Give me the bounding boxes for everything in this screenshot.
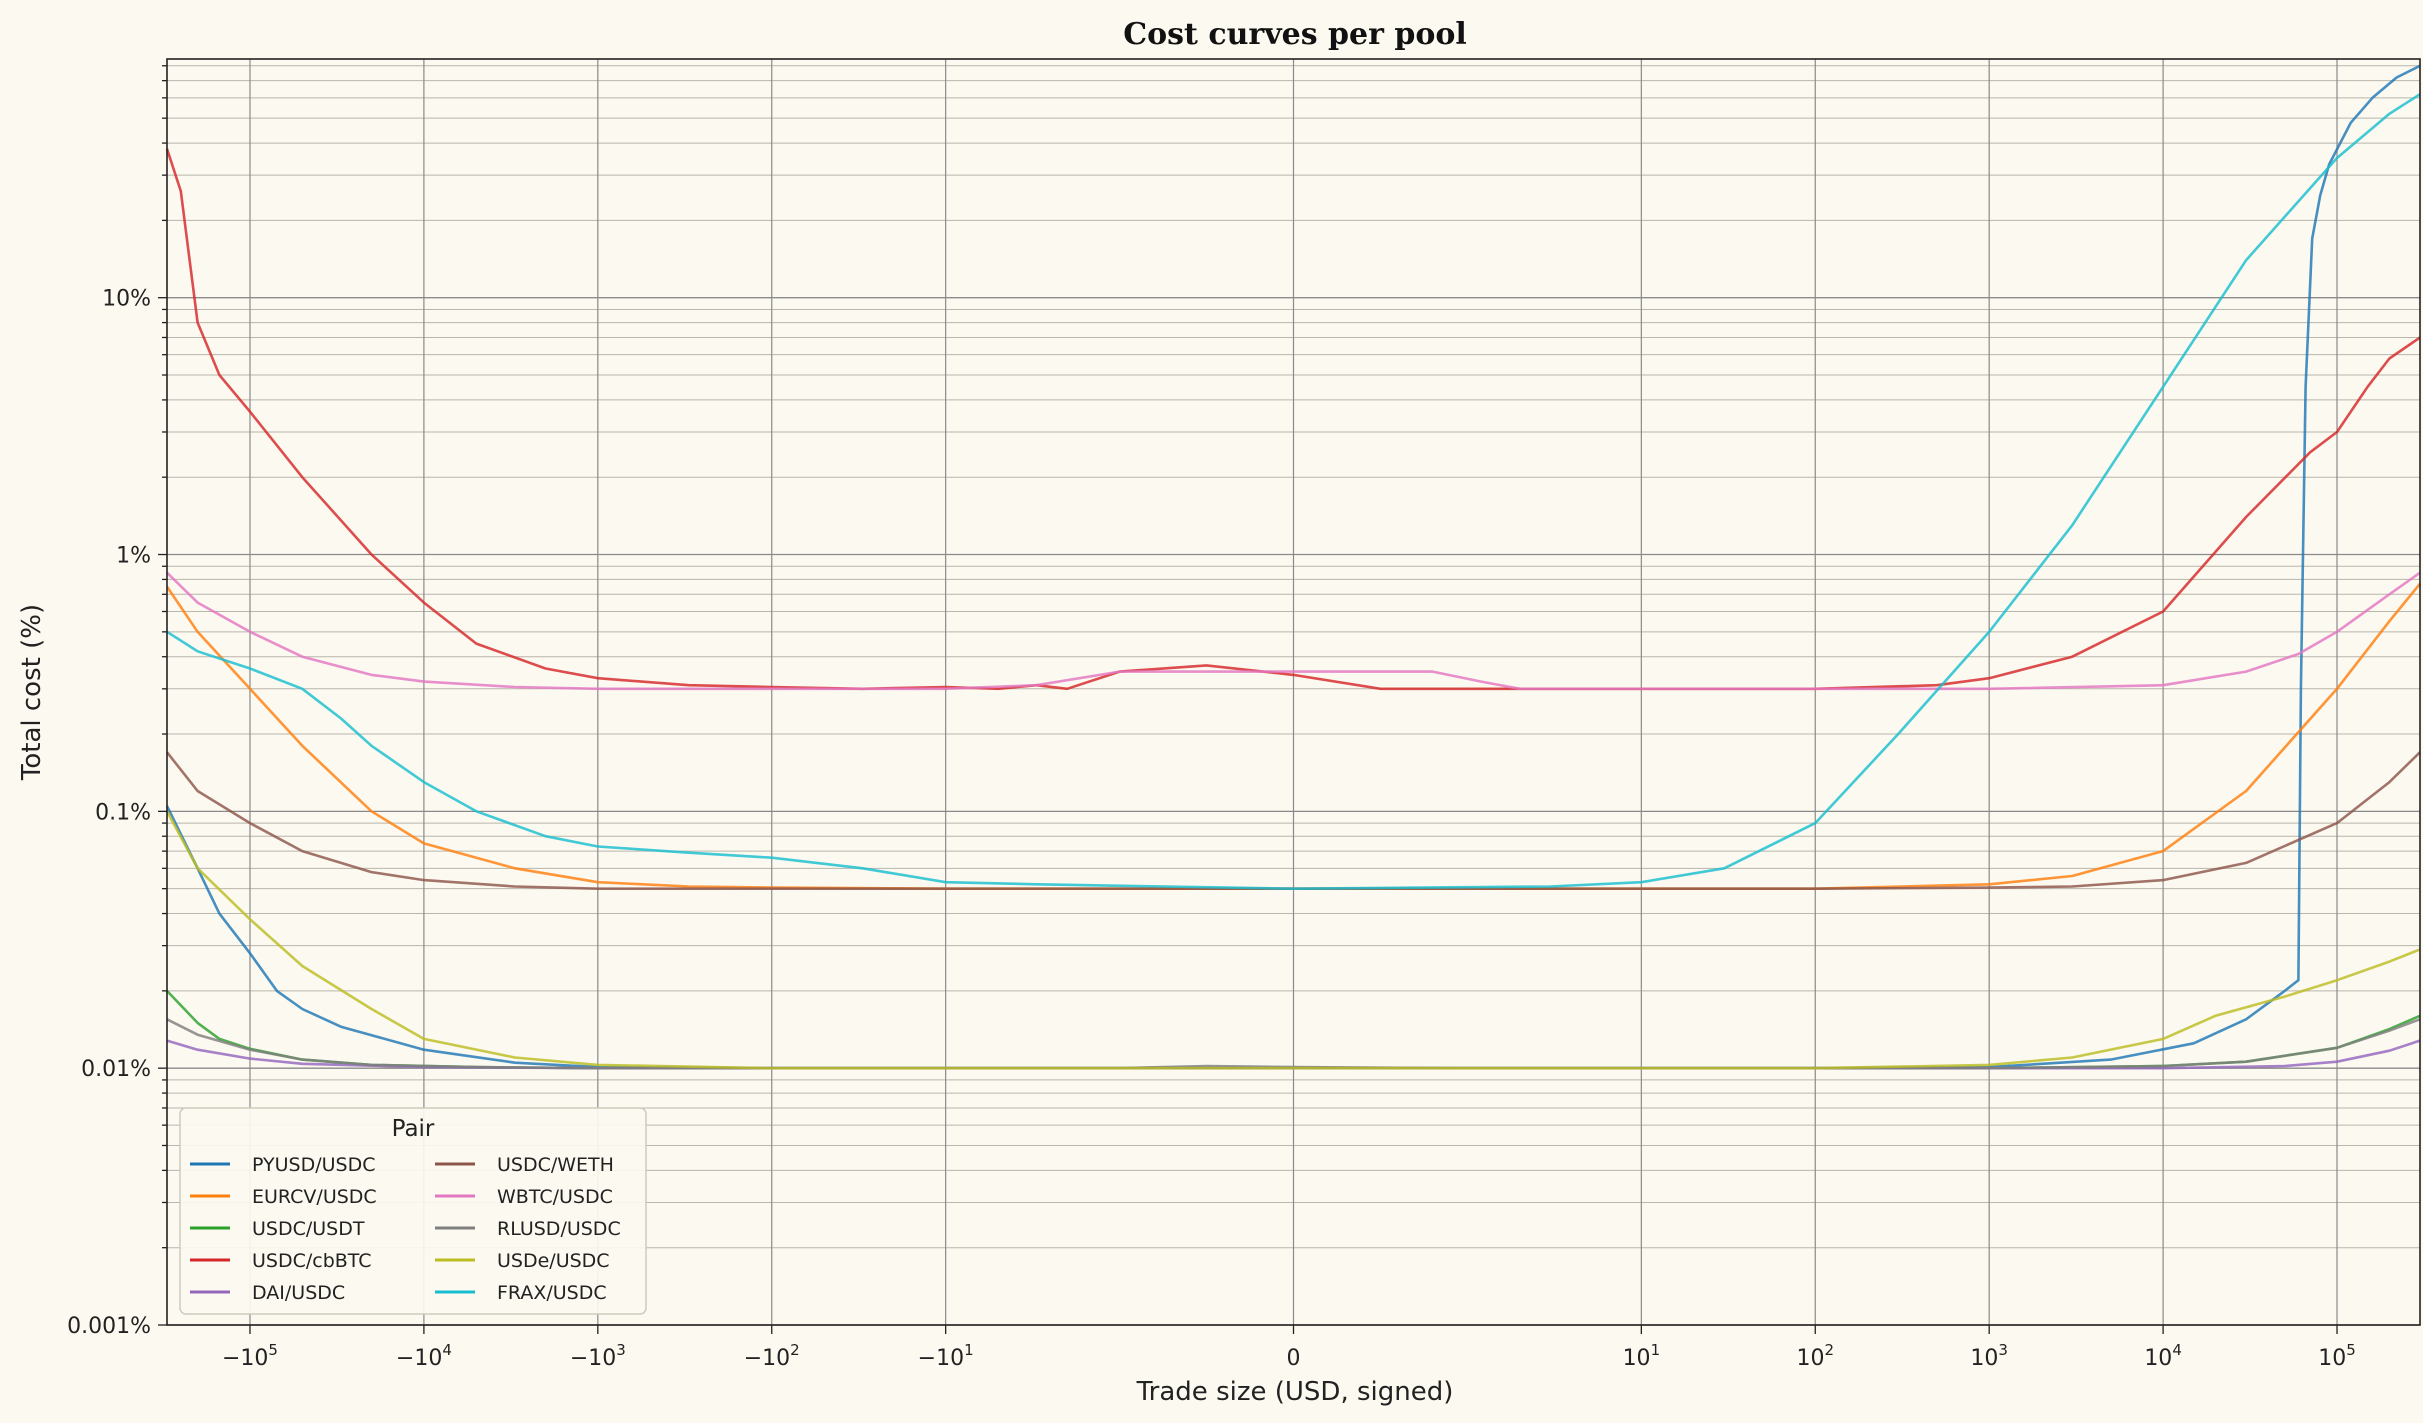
legend-entry-label: USDe/USDC — [497, 1250, 610, 1272]
series-line-rlusd-usdc — [166, 1018, 2421, 1070]
legend: Pair PYUSD/USDC EURCV/USDC USDC/USDT USDC/c… — [179, 1107, 647, 1315]
y-tick-label: 10% — [102, 287, 151, 312]
series-lines — [165, 64, 2422, 1070]
y-tick-label: 0.01% — [81, 1057, 151, 1082]
legend-entry-label: DAI/USDC — [252, 1282, 345, 1304]
series-line-frax-usdc — [166, 93, 2421, 890]
x-tick-label: 101 — [1623, 1341, 1661, 1371]
y-tick-label: 0.001% — [67, 1314, 151, 1339]
legend-entry-label: USDC/cbBTC — [252, 1250, 372, 1272]
series-line-usde-usdc — [165, 810, 2421, 1070]
x-axis-label: Trade size (USD, signed) — [1136, 1377, 1454, 1407]
legend-entry-label: USDC/WETH — [497, 1154, 614, 1176]
series-line-wbtc-usdc — [166, 571, 2421, 691]
y-tick-label: 0.1% — [95, 800, 151, 825]
x-tick-label: 0 — [1287, 1346, 1301, 1371]
series-line-usdc-cbbtc — [165, 148, 2421, 691]
legend-entry-label: FRAX/USDC — [497, 1282, 607, 1304]
legend-entry-label: USDC/USDT — [252, 1218, 365, 1240]
legend-entry-label: EURCV/USDC — [252, 1186, 377, 1208]
legend-entry-label: WBTC/USDC — [497, 1186, 613, 1208]
legend-box — [179, 1107, 647, 1315]
y-axis-label: Total cost (%) — [17, 604, 47, 781]
legend-entry-label: RLUSD/USDC — [497, 1218, 621, 1240]
legend-entry-label: PYUSD/USDC — [252, 1154, 376, 1176]
ticks: −105 −104 −103 −102 −101 0 101 102 103 104 1050.00… — [67, 65, 2356, 1371]
legend-title: Pair — [392, 1116, 435, 1142]
chart-title: Cost curves per pool — [1123, 17, 1467, 52]
y-tick-label: 1% — [116, 544, 151, 569]
series-line-usdc-weth — [165, 751, 2421, 890]
